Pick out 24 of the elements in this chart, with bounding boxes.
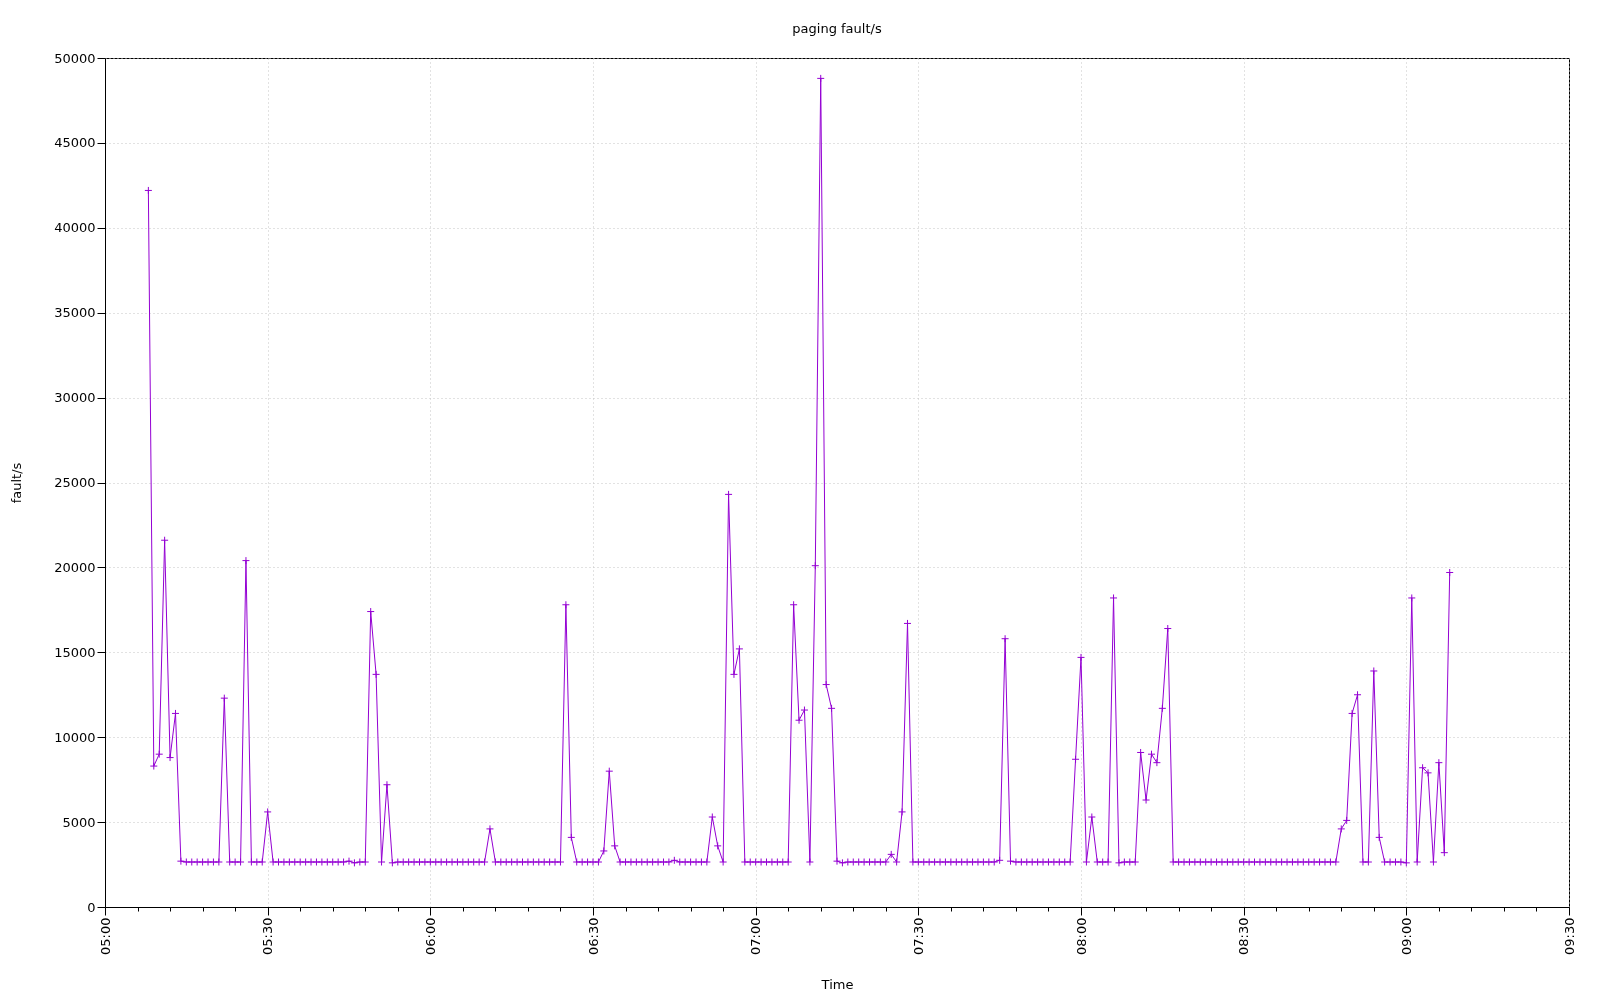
chart-title: paging fault/s xyxy=(792,21,882,36)
x-tick-label: 06:00 xyxy=(422,917,438,955)
x-axis-title: Time xyxy=(820,976,854,992)
y-tick-label: 30000 xyxy=(54,390,96,406)
y-tick-label: 15000 xyxy=(54,644,96,660)
y-tick-label: 50000 xyxy=(54,50,96,66)
x-tick-label: 07:00 xyxy=(748,917,764,955)
x-tick-label: 08:00 xyxy=(1073,917,1089,955)
x-tick-label: 05:30 xyxy=(260,917,276,955)
y-tick-label: 0 xyxy=(87,899,96,915)
x-tick-label: 09:30 xyxy=(1561,917,1577,955)
x-tick-label: 09:00 xyxy=(1398,917,1414,955)
y-axis-title: fault/s xyxy=(9,462,25,504)
y-tick-label: 25000 xyxy=(54,475,96,490)
y-tick-label: 10000 xyxy=(54,729,96,745)
y-tick-label: 5000 xyxy=(62,814,96,830)
x-tick-label: 08:30 xyxy=(1236,917,1252,955)
y-tick-label: 45000 xyxy=(54,135,96,151)
x-tick-label: 05:00 xyxy=(97,917,113,955)
y-tick-label: 20000 xyxy=(54,559,96,575)
y-tick-label: 40000 xyxy=(54,220,96,236)
x-tick-label: 07:30 xyxy=(910,917,926,955)
x-tick-label: 06:30 xyxy=(585,917,601,955)
y-tick-label: 35000 xyxy=(54,305,96,321)
